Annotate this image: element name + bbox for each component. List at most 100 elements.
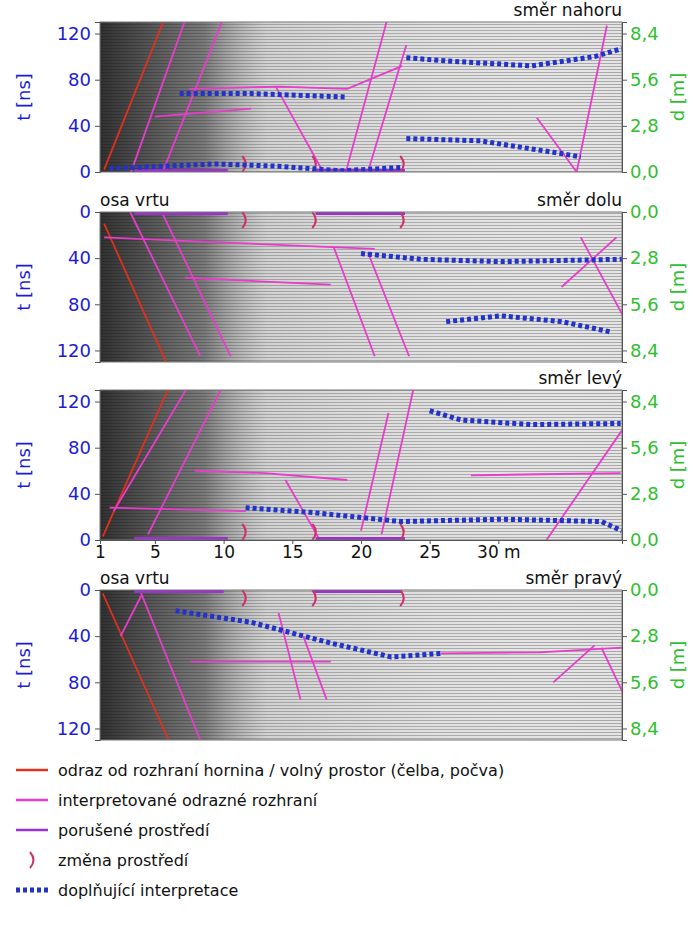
legend-label: porušené prostředí [58, 821, 210, 840]
y2-tick-mark [622, 304, 627, 305]
line [471, 473, 621, 475]
series [110, 49, 622, 171]
change-marker [400, 590, 404, 606]
y2-axis: 0,02,85,68,4 [622, 579, 659, 740]
line [279, 613, 301, 700]
y-tick-mark [95, 34, 100, 35]
y-tick-mark [95, 590, 100, 591]
y2-tick-label: 2,8 [630, 247, 659, 268]
y2-tick-mark [622, 494, 627, 495]
legend-item: doplňující interpretace [16, 881, 238, 900]
legend: odraz od rozhraní hornina / volný prosto… [16, 761, 504, 900]
y2-tick-mark [622, 258, 627, 259]
y-axis-title: t [ns] [13, 641, 34, 689]
y2-tick: 2,8 [622, 115, 659, 136]
y2-tick: 2,8 [622, 247, 659, 268]
y-axis: 04080120 [57, 579, 101, 740]
legend-item: interpretované odrazné rozhraní [16, 791, 318, 810]
axis-line [95, 591, 101, 741]
y-tick-mark [95, 402, 100, 403]
y2-tick-mark [622, 728, 627, 729]
line [382, 390, 414, 534]
series [242, 524, 403, 540]
y2-tick-label: 5,6 [630, 437, 659, 458]
x-tick: 25 [419, 540, 441, 562]
y2-axis-title: d [m] [667, 73, 688, 122]
y2-axis: 0,02,85,68,4 [622, 201, 659, 362]
series [110, 390, 622, 540]
legend-symbol [16, 829, 48, 832]
dotted-line [430, 411, 621, 425]
line [553, 645, 594, 682]
y-tick: 0 [80, 161, 100, 182]
y2-tick-mark [622, 34, 627, 35]
plot-background [100, 212, 622, 362]
plot-shading [100, 212, 622, 362]
y-axis: 0 40 80 120 [57, 23, 101, 183]
series [246, 411, 622, 531]
x-tick-label: 30 m [477, 542, 521, 562]
y2-tick-label: 2,8 [630, 115, 659, 136]
x-tick-label: 20 [351, 542, 373, 562]
y-tick: 0 [80, 579, 100, 600]
y-tick: 120 [57, 340, 100, 361]
legend-item: změna prostředí [30, 851, 189, 870]
y2-tick-label: 8,4 [630, 718, 659, 739]
y2-tick-label: 0,0 [630, 529, 659, 550]
x-tick-label: 10 [213, 542, 235, 562]
y-tick-mark [95, 448, 100, 449]
line [189, 66, 402, 89]
x-tick: 5 [150, 540, 161, 562]
y2-tick: 5,6 [622, 437, 659, 458]
marks [103, 590, 622, 740]
y2-tick-label: 0,0 [630, 579, 659, 600]
y2-tick-mark [622, 172, 627, 173]
dotted-line [361, 254, 622, 262]
y-axis-title: t [ns] [13, 263, 34, 311]
legend-label: interpretované odrazné rozhraní [58, 791, 318, 810]
line [368, 252, 409, 356]
y-tick: 0 [80, 201, 100, 222]
y-tick: 40 [68, 115, 100, 136]
y2-tick-label: 5,6 [630, 294, 659, 315]
y-tick-mark [95, 728, 100, 729]
y-tick-label: 40 [68, 625, 91, 646]
change-marker [242, 590, 246, 606]
y2-tick: 5,6 [622, 294, 659, 315]
plot-frame [100, 22, 622, 172]
y-tick-mark [95, 172, 100, 173]
y-tick: 120 [57, 23, 100, 44]
y2-tick-mark [622, 402, 627, 403]
series [176, 611, 441, 657]
x-tick: 15 [282, 540, 304, 562]
y-axis-title: t [ns] [13, 441, 34, 489]
line [114, 390, 190, 511]
x-tick: 20 [351, 540, 373, 562]
dotted-line [446, 316, 611, 332]
y-tick-label: 0 [80, 579, 91, 600]
y2-tick: 8,4 [622, 340, 659, 361]
legend-symbol [30, 852, 34, 868]
y2-tick: 5,6 [622, 69, 659, 90]
x-tick-label: 1 [95, 542, 106, 562]
y-tick-mark [95, 682, 100, 683]
series [130, 22, 607, 172]
y2-axis-title: d [m] [667, 441, 688, 490]
y2-tick-mark [622, 126, 627, 127]
y2-axis: 0,02,85,68,4 [622, 23, 659, 183]
dotted-line [176, 611, 441, 657]
line [185, 278, 331, 285]
panel-title: směr levý [538, 368, 622, 388]
y-tick: 80 [68, 294, 100, 315]
line [130, 22, 190, 172]
change-marker [400, 156, 404, 172]
line [191, 661, 331, 663]
line [155, 109, 251, 117]
y2-tick-mark [622, 350, 627, 351]
y-tick-label: 80 [68, 437, 91, 458]
y-tick-label: 80 [68, 69, 91, 90]
y2-tick-label: 2,8 [630, 625, 659, 646]
y-tick: 40 [68, 483, 100, 504]
line [121, 596, 142, 636]
marks [104, 22, 622, 172]
